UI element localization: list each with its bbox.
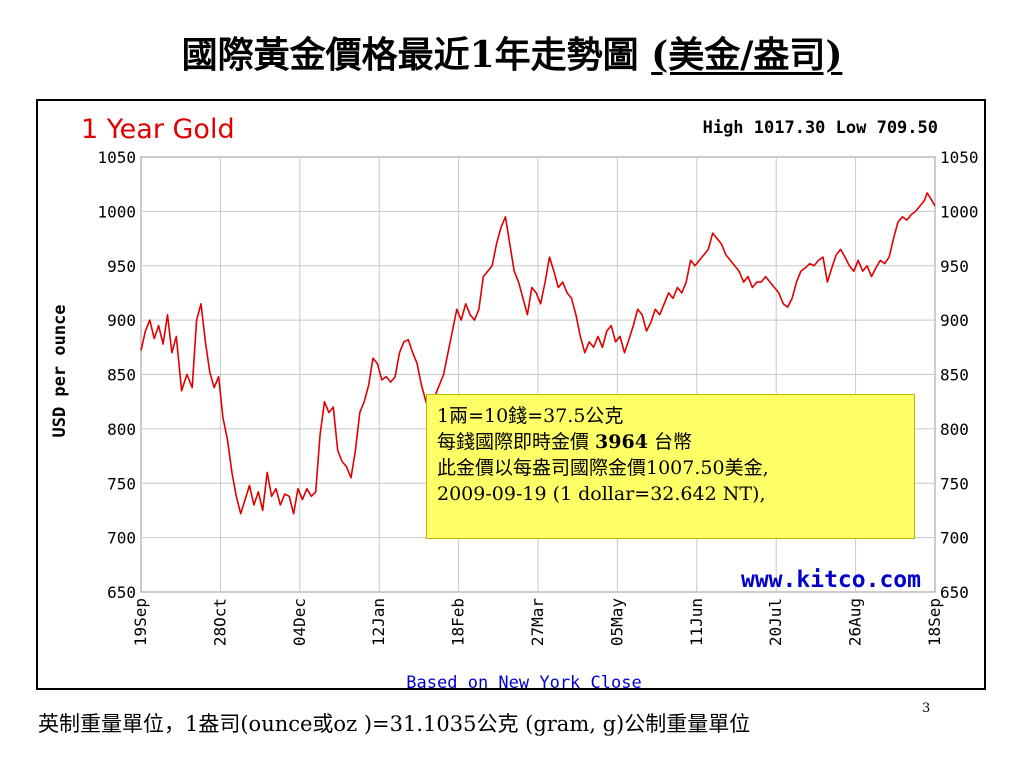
slide-title-main: 國際黃金價格最近1年走勢圖 xyxy=(181,34,639,76)
conversion-info-box: 1兩=10錢=37.5公克 每錢國際即時金價 3964 台幣 此金價以每盎司國際… xyxy=(426,394,915,539)
y-tick-label-right: 700 xyxy=(940,529,969,548)
y-tick-label-right: 1050 xyxy=(940,148,979,167)
y-tick-label-right: 750 xyxy=(940,474,969,493)
x-tick-label: 04Dec xyxy=(290,598,309,646)
y-tick-label-right: 1000 xyxy=(940,202,979,221)
x-tick-label: 18Sep xyxy=(925,598,944,646)
y-tick-label-left: 900 xyxy=(107,311,136,330)
y-tick-label-left: 700 xyxy=(107,529,136,548)
slide-title: 國際黃金價格最近1年走勢圖 (美金/盎司) xyxy=(0,26,1024,78)
info-line-2-value: 3964 xyxy=(595,431,648,453)
x-tick-label: 20Jul xyxy=(766,598,785,646)
chart-frame: 650 650 700 700 750 750 800 800 850 850 900 900 950 9… xyxy=(36,99,986,690)
y-tick-label-left: 650 xyxy=(107,583,136,602)
gold-price-line xyxy=(140,192,936,515)
y-tick-label-right: 650 xyxy=(940,583,969,602)
x-tick-label: 26Aug xyxy=(846,598,865,646)
x-axis-label: Based on New York Close xyxy=(406,673,641,688)
y-tick-label-left: 850 xyxy=(107,366,136,385)
y-axis-label: USD per ounce xyxy=(50,304,70,437)
y-tick-label-left: 750 xyxy=(107,474,136,493)
axes: 650 650 700 700 750 750 800 800 850 850 900 900 950 9… xyxy=(97,148,978,646)
x-tick-label: 19Sep xyxy=(131,598,150,646)
y-tick-label-left: 800 xyxy=(107,420,136,439)
info-line-2-prefix: 每錢國際即時金價 xyxy=(437,431,596,453)
page-number: 3 xyxy=(922,701,931,716)
x-tick-label: 05May xyxy=(607,598,626,647)
chart-title: 1 Year Gold xyxy=(81,114,235,145)
y-tick-label-left: 1000 xyxy=(97,202,136,221)
y-tick-label-right: 800 xyxy=(940,420,969,439)
x-tick-label: 12Jan xyxy=(369,598,388,646)
info-line-2: 每錢國際即時金價 3964 台幣 xyxy=(437,429,904,455)
info-line-3: 此金價以每盎司國際金價1007.50美金, xyxy=(437,457,769,479)
x-tick-label: 27Mar xyxy=(528,598,547,647)
y-tick-label-right: 850 xyxy=(940,366,969,385)
y-tick-label-right: 900 xyxy=(940,311,969,330)
slide-title-unit: (美金/盎司) xyxy=(651,34,843,76)
info-line-4: 2009-09-19 (1 dollar=32.642 NT), xyxy=(437,483,766,505)
info-line-2-suffix: 台幣 xyxy=(647,431,692,453)
y-tick-label-left: 950 xyxy=(107,257,136,276)
y-tick-label-right: 950 xyxy=(940,257,969,276)
info-line-1: 1兩=10錢=37.5公克 xyxy=(437,405,624,427)
x-tick-label: 11Jun xyxy=(687,598,706,646)
y-tick-label-left: 1050 xyxy=(97,148,136,167)
high-low-label: High 1017.30 Low 709.50 xyxy=(703,118,938,138)
price-series xyxy=(140,192,936,515)
footer-note: 英制重量單位，1盎司(ounce或oz )=31.1035公克 (gram, g… xyxy=(38,712,751,736)
x-tick-label: 18Feb xyxy=(449,598,468,646)
kitco-watermark: www.kitco.com xyxy=(741,567,921,593)
x-tick-label: 28Oct xyxy=(210,598,229,646)
